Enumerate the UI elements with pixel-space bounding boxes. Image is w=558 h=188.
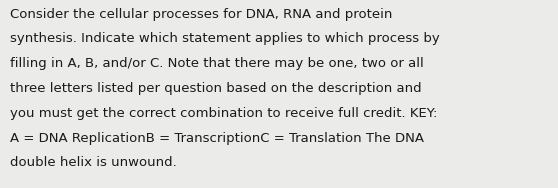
Text: A = DNA ReplicationB = TranscriptionC = Translation The DNA: A = DNA ReplicationB = TranscriptionC = … [10,132,424,145]
Text: Consider the cellular processes for DNA, RNA and protein: Consider the cellular processes for DNA,… [10,8,392,20]
Text: synthesis. Indicate which statement applies to which process by: synthesis. Indicate which statement appl… [10,32,440,45]
Text: three letters listed per question based on the description and: three letters listed per question based … [10,82,422,95]
Text: double helix is unwound.: double helix is unwound. [10,156,177,169]
Text: filling in A, B, and/or C. Note that there may be one, two or all: filling in A, B, and/or C. Note that the… [10,57,424,70]
Text: you must get the correct combination to receive full credit. KEY:: you must get the correct combination to … [10,107,437,120]
